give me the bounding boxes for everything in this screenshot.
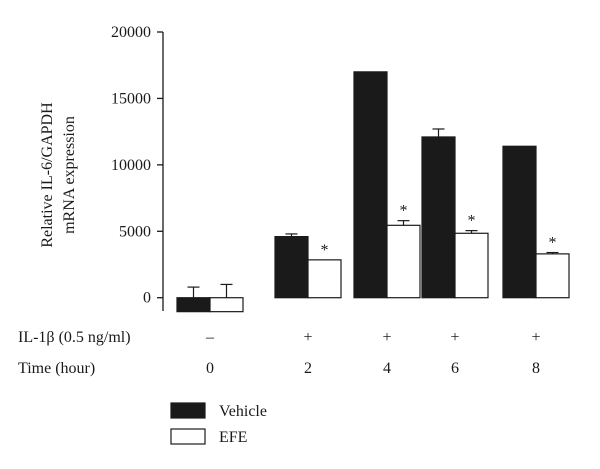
table-cell: 8 bbox=[532, 360, 540, 377]
significance-marker: * bbox=[400, 203, 408, 220]
table-row-label: IL-1β (0.5 ng/ml) bbox=[18, 329, 131, 346]
y-axis-label-line-1: Relative IL-6/GAPDH bbox=[39, 102, 56, 248]
bar-efe bbox=[209, 297, 244, 313]
bar-efe bbox=[535, 253, 570, 299]
bar-vehicle bbox=[421, 136, 456, 299]
significance-marker: * bbox=[549, 235, 557, 252]
legend: Vehicle EFE bbox=[170, 402, 267, 446]
table-cell: – bbox=[205, 329, 215, 346]
legend-label-efe: EFE bbox=[219, 429, 247, 446]
table-cell: + bbox=[531, 329, 540, 346]
y-tick-label: 10000 bbox=[111, 157, 151, 174]
legend-swatch-vehicle bbox=[170, 402, 206, 419]
table-cell: 0 bbox=[206, 360, 214, 377]
bar-vehicle bbox=[353, 71, 388, 299]
legend-label-vehicle: Vehicle bbox=[219, 403, 267, 420]
y-tick-label: 5000 bbox=[119, 223, 151, 240]
bar-efe bbox=[307, 259, 342, 299]
bars-group: * * * * bbox=[176, 71, 570, 313]
y-axis-label-line-2: mRNA expression bbox=[61, 116, 78, 234]
table-cell: 6 bbox=[451, 360, 459, 377]
table-cell: + bbox=[303, 329, 312, 346]
table-cell: + bbox=[382, 329, 391, 346]
bar-efe bbox=[454, 232, 489, 299]
significance-marker: * bbox=[321, 242, 329, 259]
table-row-label: Time (hour) bbox=[18, 360, 95, 377]
y-tick-label: 20000 bbox=[111, 24, 151, 41]
y-tick-label: 15000 bbox=[111, 90, 151, 107]
table-cell: 4 bbox=[383, 360, 391, 377]
bar-vehicle bbox=[274, 236, 309, 299]
bar-efe bbox=[386, 224, 421, 299]
significance-marker: * bbox=[468, 213, 476, 230]
condition-table: IL-1β (0.5 ng/ml) – + + + + Time (hour) 0 2 4 6 8 bbox=[18, 329, 541, 377]
legend-swatch-efe bbox=[170, 428, 206, 445]
bar-vehicle bbox=[176, 297, 211, 313]
y-tick-label: 0 bbox=[143, 290, 151, 307]
table-cell: 2 bbox=[304, 360, 312, 377]
table-cell: + bbox=[450, 329, 459, 346]
axes-group: 0 5000 10000 15000 20000 Relative IL-6/GAPDH m… bbox=[39, 24, 164, 311]
bar-vehicle bbox=[502, 145, 537, 299]
